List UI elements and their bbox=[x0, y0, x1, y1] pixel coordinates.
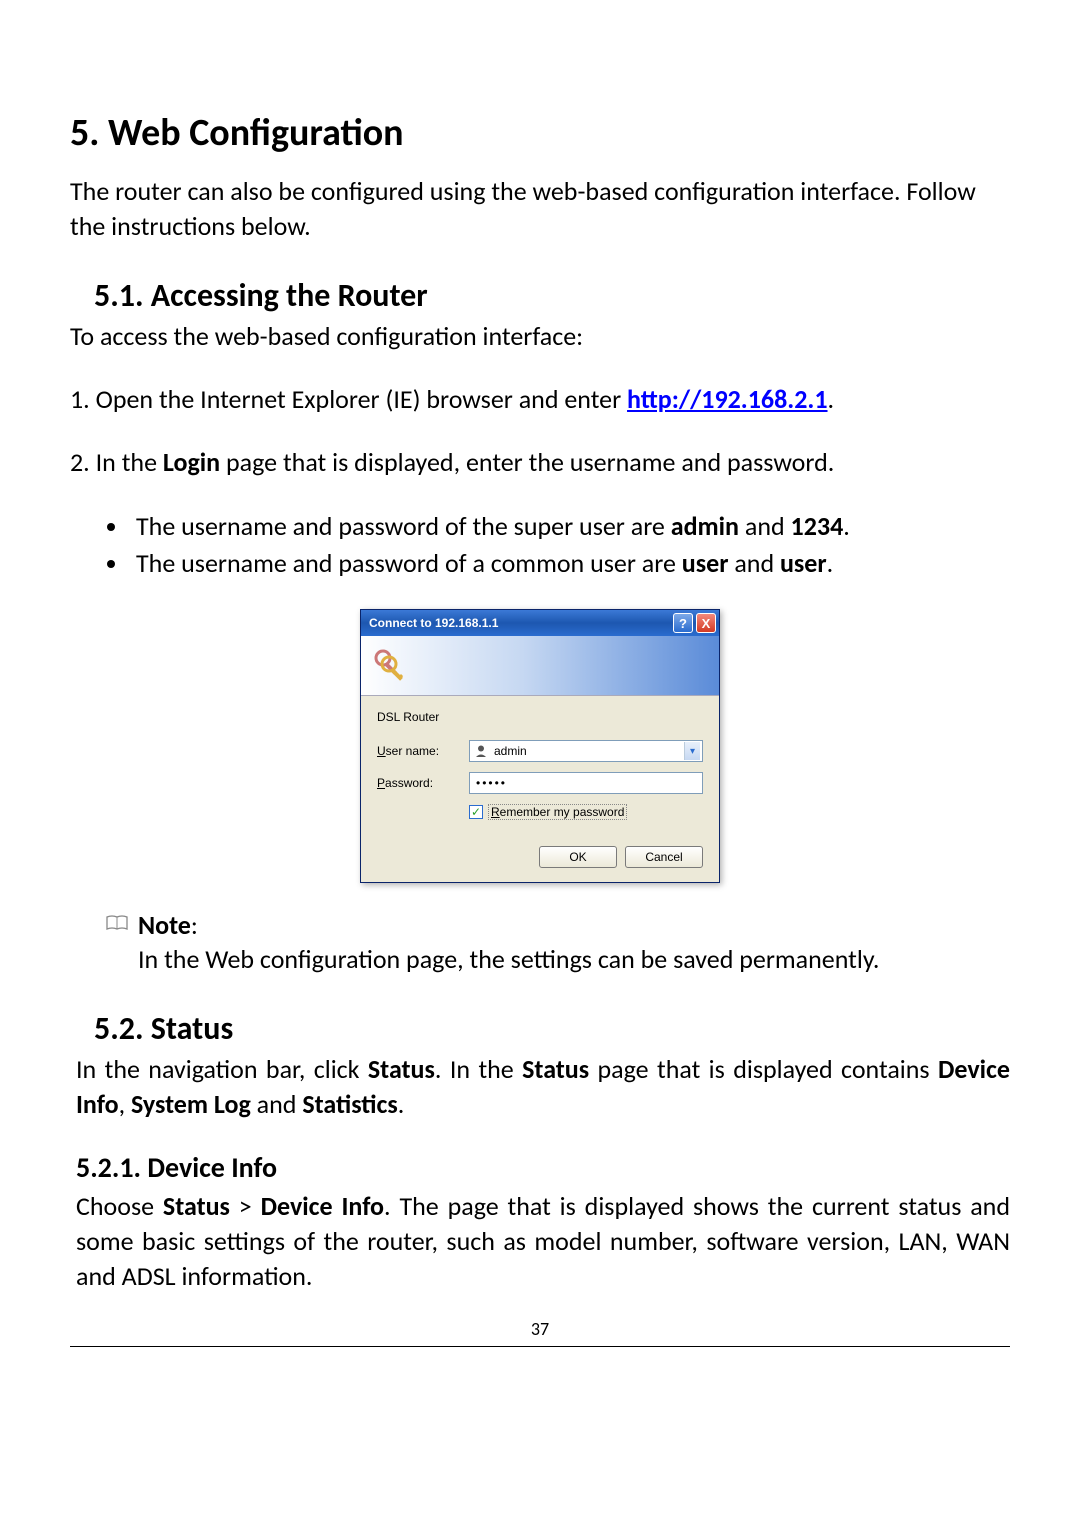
bullet-super-user: The username and password of the super u… bbox=[130, 508, 1010, 544]
dialog-titlebar: Connect to 192.168.1.1 ? X bbox=[361, 610, 719, 636]
step-1: 1. Open the Internet Explorer (IE) brows… bbox=[70, 382, 1010, 417]
note-colon: : bbox=[191, 909, 198, 941]
text: and bbox=[251, 1088, 303, 1120]
text: , bbox=[119, 1088, 131, 1120]
username-row: User name: admin ▾ bbox=[377, 740, 703, 762]
titlebar-help-button[interactable]: ? bbox=[673, 613, 693, 633]
section-5-intro: The router can also be configured using … bbox=[70, 174, 1010, 244]
bullet-text: and bbox=[739, 510, 791, 542]
password-row: Password: ••••• bbox=[377, 772, 703, 794]
password-mask: ••••• bbox=[476, 776, 507, 790]
dialog-body: DSL Router User name: admin ▾ Password: bbox=[361, 696, 719, 882]
bullet-text: . bbox=[827, 547, 834, 579]
text-bold: Status bbox=[368, 1053, 435, 1085]
cancel-button[interactable]: Cancel bbox=[625, 846, 703, 868]
bullet-text: The username and password of a common us… bbox=[136, 547, 682, 579]
check-icon: ✓ bbox=[471, 806, 481, 818]
step-1-pre: 1. Open the Internet Explorer (IE) brows… bbox=[70, 383, 627, 415]
text: page that is displayed contains bbox=[589, 1053, 938, 1085]
text-bold: Status bbox=[163, 1190, 230, 1222]
text-bold: Statistics bbox=[302, 1088, 397, 1120]
ok-button[interactable]: OK bbox=[539, 846, 617, 868]
step-2-pre: 2. In the bbox=[70, 446, 163, 478]
remember-checkbox[interactable]: ✓ bbox=[469, 805, 483, 819]
section-5-2-1-heading: 5.2.1. Device Info bbox=[76, 1150, 1010, 1185]
help-icon: ? bbox=[679, 616, 687, 631]
page-number: 37 bbox=[70, 1318, 1010, 1347]
bullet-common-user: The username and password of a common us… bbox=[130, 545, 1010, 581]
keys-icon bbox=[371, 646, 411, 686]
dialog-banner bbox=[361, 636, 719, 696]
bullet-bold: admin bbox=[671, 510, 739, 542]
login-dialog: Connect to 192.168.1.1 ? X DSL Router Us… bbox=[360, 609, 720, 883]
bullet-bold: 1234 bbox=[791, 510, 844, 542]
note-body: In the Web configuration page, the setti… bbox=[138, 943, 1010, 977]
step-2-bold: Login bbox=[163, 446, 220, 478]
note-block: Note: bbox=[106, 909, 1010, 943]
remember-label: Remember my password bbox=[488, 804, 627, 820]
router-url-link[interactable]: http://192.168.2.1 bbox=[627, 383, 828, 415]
username-combo[interactable]: admin ▾ bbox=[469, 740, 703, 762]
section-5-2-heading: 5.2. Status bbox=[94, 1009, 1010, 1048]
text: > bbox=[230, 1190, 261, 1222]
text: . In the bbox=[435, 1053, 522, 1085]
document-page: 5. Web Configuration The router can also… bbox=[0, 0, 1080, 1387]
bullet-text: . bbox=[843, 510, 850, 542]
text-bold: System Log bbox=[131, 1088, 251, 1120]
section-5-heading: 5. Web Configuration bbox=[70, 110, 1010, 156]
user-icon bbox=[474, 744, 488, 758]
login-dialog-figure: Connect to 192.168.1.1 ? X DSL Router Us… bbox=[70, 609, 1010, 883]
bullet-text: The username and password of the super u… bbox=[136, 510, 671, 542]
section-5-2-paragraph: In the navigation bar, click Status. In … bbox=[76, 1052, 1010, 1122]
username-dropdown-button[interactable]: ▾ bbox=[684, 742, 700, 760]
password-input[interactable]: ••••• bbox=[469, 772, 703, 794]
section-5-1-lead: To access the web-based configuration in… bbox=[70, 319, 1010, 354]
dialog-button-row: OK Cancel bbox=[377, 846, 703, 868]
text-bold: Device Info bbox=[261, 1190, 384, 1222]
section-5-1-heading: 5.1. Accessing the Router bbox=[94, 276, 1010, 315]
step-1-post: . bbox=[828, 383, 835, 415]
titlebar-close-button[interactable]: X bbox=[696, 613, 716, 633]
note-label: Note bbox=[138, 909, 191, 941]
close-icon: X bbox=[702, 616, 711, 631]
step-2-post: page that is displayed, enter the userna… bbox=[220, 446, 834, 478]
bullet-text: and bbox=[728, 547, 780, 579]
text: . bbox=[398, 1088, 405, 1120]
username-label: User name: bbox=[377, 744, 469, 758]
step-2: 2. In the Login page that is displayed, … bbox=[70, 445, 1010, 480]
note-label-line: Note: bbox=[138, 909, 198, 943]
bullet-bold: user bbox=[780, 547, 827, 579]
username-value: admin bbox=[494, 744, 684, 758]
book-icon bbox=[106, 915, 128, 931]
password-label: Password: bbox=[377, 776, 469, 790]
text-bold: Status bbox=[522, 1053, 589, 1085]
server-name-label: DSL Router bbox=[377, 710, 703, 724]
credentials-list: The username and password of the super u… bbox=[130, 508, 1010, 581]
dialog-title: Connect to 192.168.1.1 bbox=[369, 616, 670, 630]
chevron-down-icon: ▾ bbox=[690, 746, 695, 757]
text: Choose bbox=[76, 1190, 163, 1222]
remember-row: ✓ Remember my password bbox=[469, 804, 703, 820]
section-5-2-1-paragraph: Choose Status > Device Info. The page th… bbox=[76, 1189, 1010, 1294]
text: In the navigation bar, click bbox=[76, 1053, 368, 1085]
bullet-bold: user bbox=[682, 547, 729, 579]
